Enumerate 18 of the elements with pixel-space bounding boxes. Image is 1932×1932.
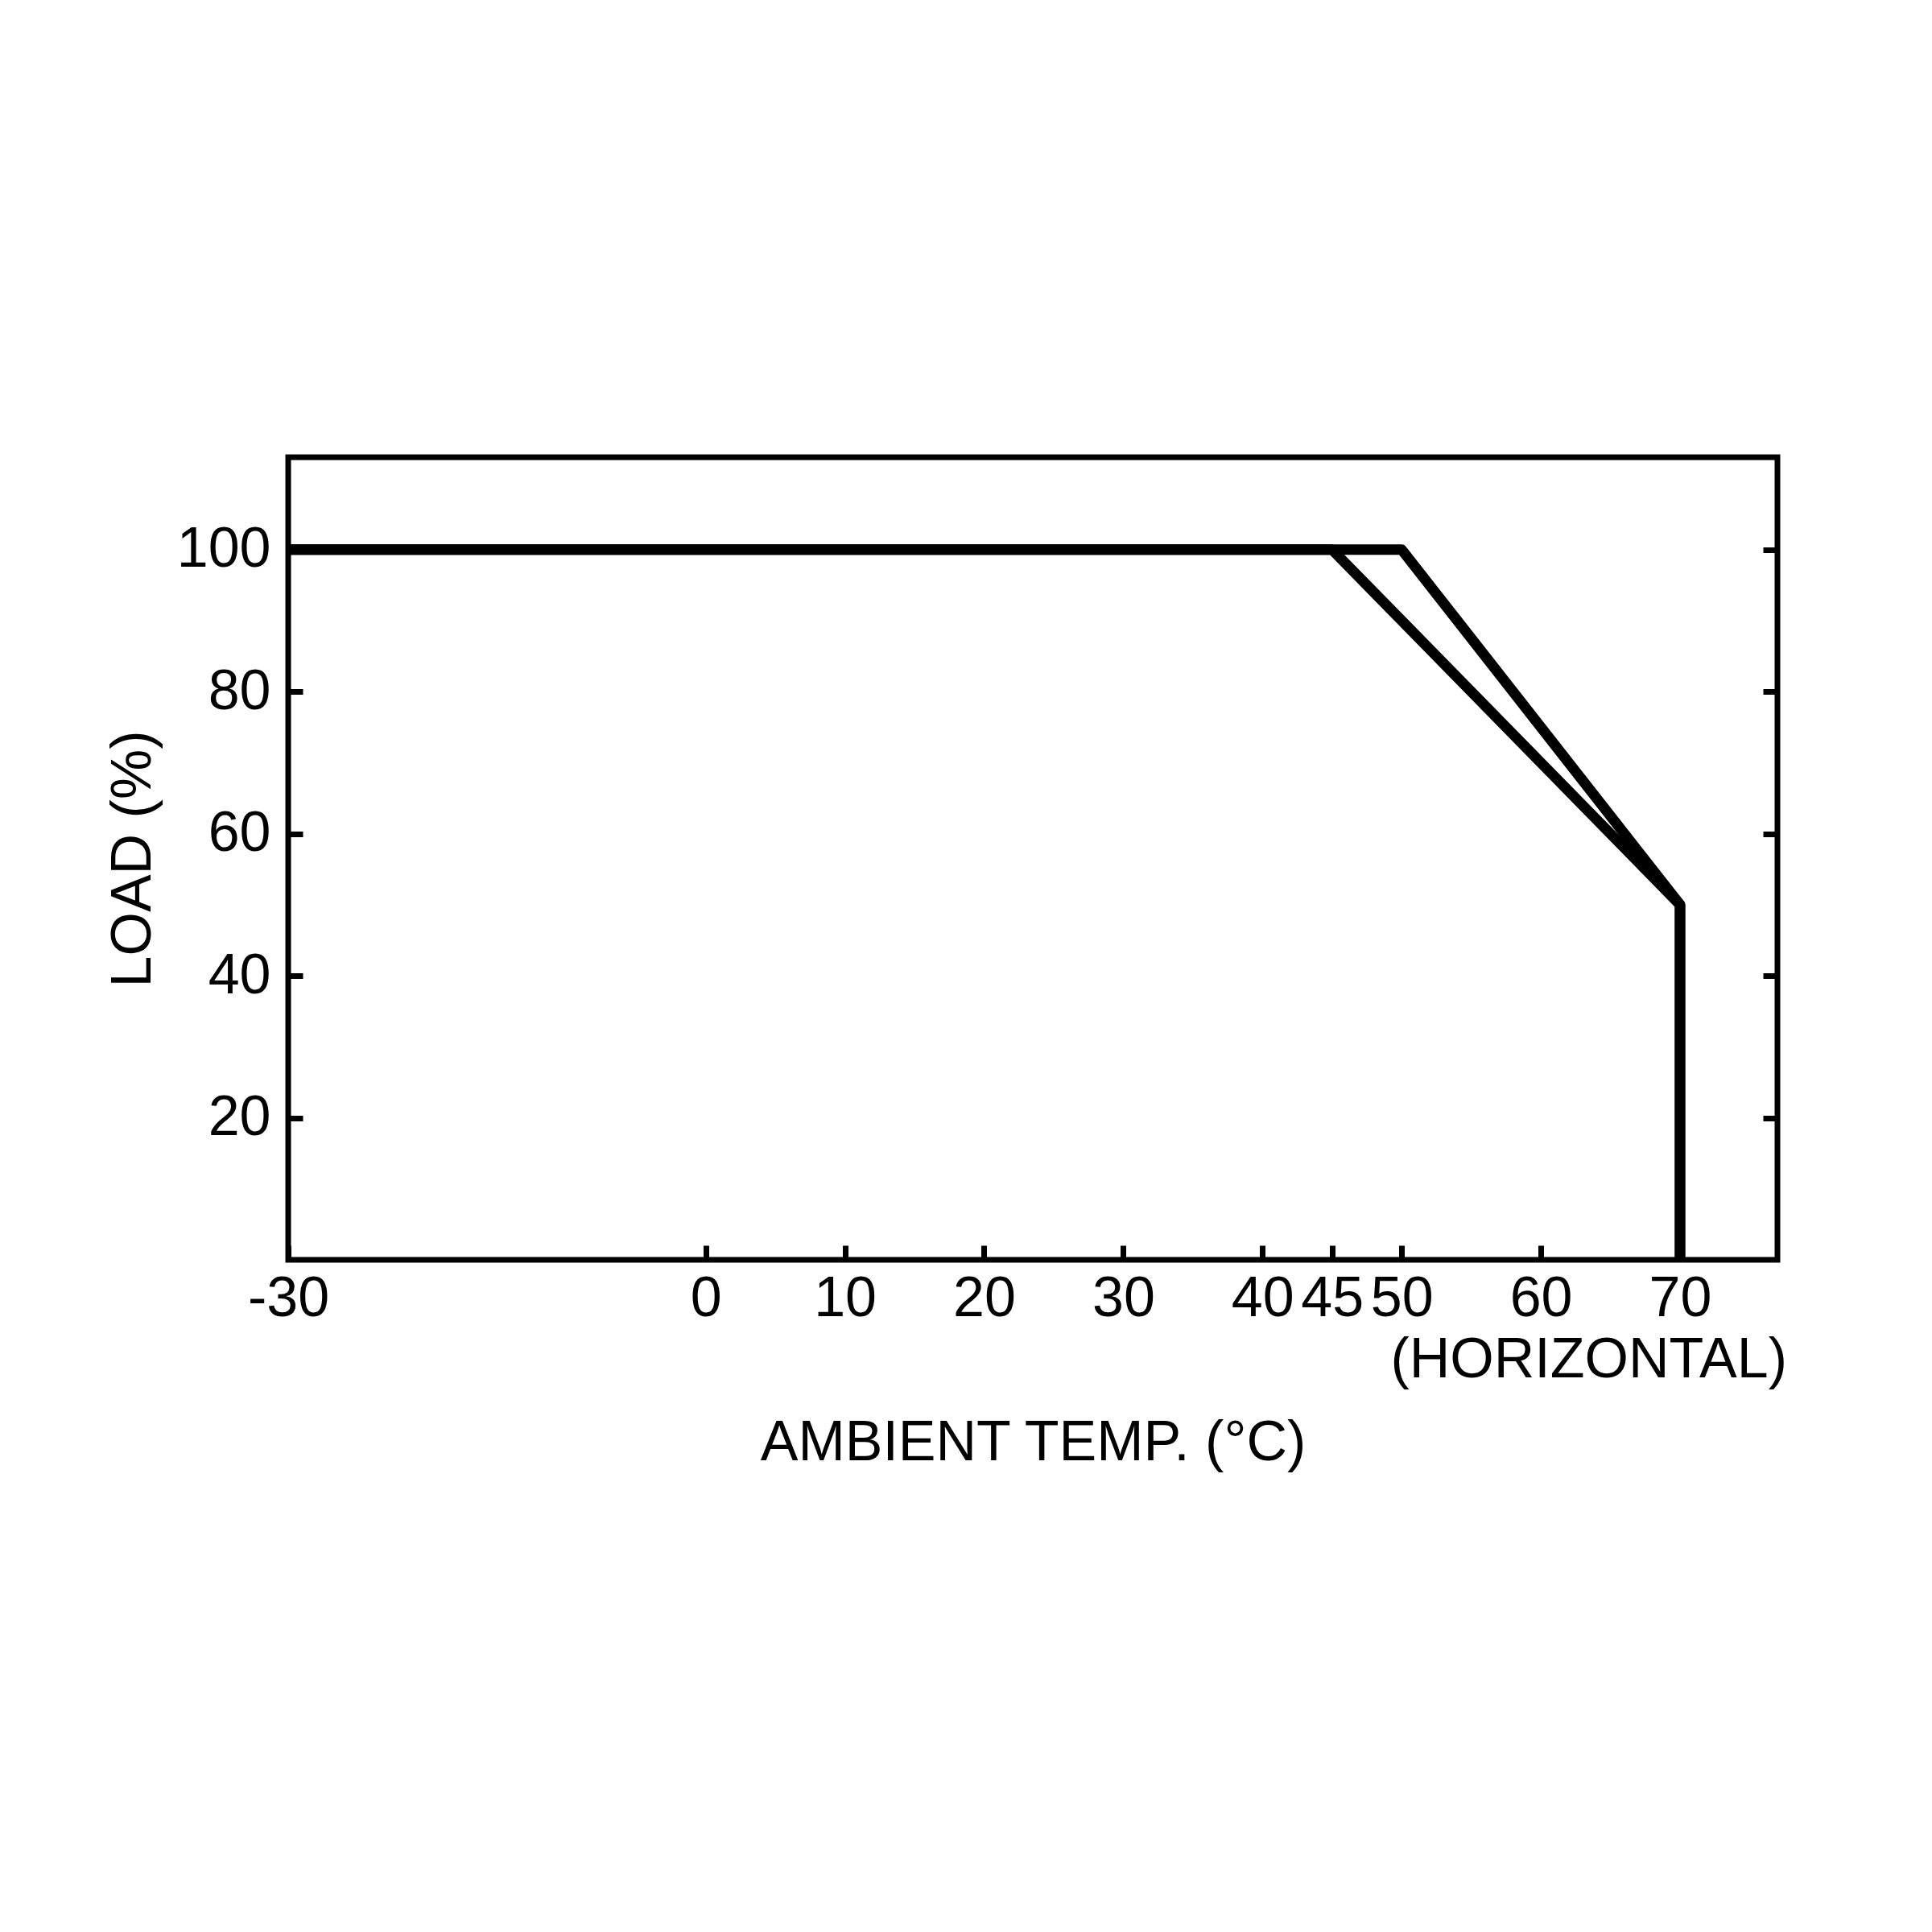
x-tick-label: 10 bbox=[814, 1265, 877, 1328]
x-tick-label: 45 bbox=[1301, 1265, 1364, 1328]
x-tick-label: 70 bbox=[1649, 1265, 1712, 1328]
y-axis-title: LOAD (%) bbox=[99, 730, 163, 988]
y-tick-label: 80 bbox=[208, 658, 271, 721]
x-tick-label: -30 bbox=[247, 1265, 330, 1328]
x-tick-label: 50 bbox=[1370, 1265, 1434, 1328]
text: (HORIZONTAL) bbox=[1390, 1327, 1787, 1389]
x-tick-label: 0 bbox=[690, 1265, 722, 1328]
x-tick-label: 20 bbox=[953, 1265, 1016, 1328]
y-tick-label: 20 bbox=[208, 1084, 271, 1148]
y-tick-label: 60 bbox=[208, 800, 271, 864]
x-axis-title: AMBIENT TEMP. (°C) bbox=[760, 1409, 1307, 1472]
y-tick-label: 40 bbox=[208, 942, 271, 1005]
x-tick-label: 40 bbox=[1231, 1265, 1294, 1328]
x-tick-label: 60 bbox=[1509, 1265, 1573, 1328]
x-tick-label: 30 bbox=[1092, 1265, 1155, 1328]
y-tick-label: 100 bbox=[176, 516, 271, 580]
